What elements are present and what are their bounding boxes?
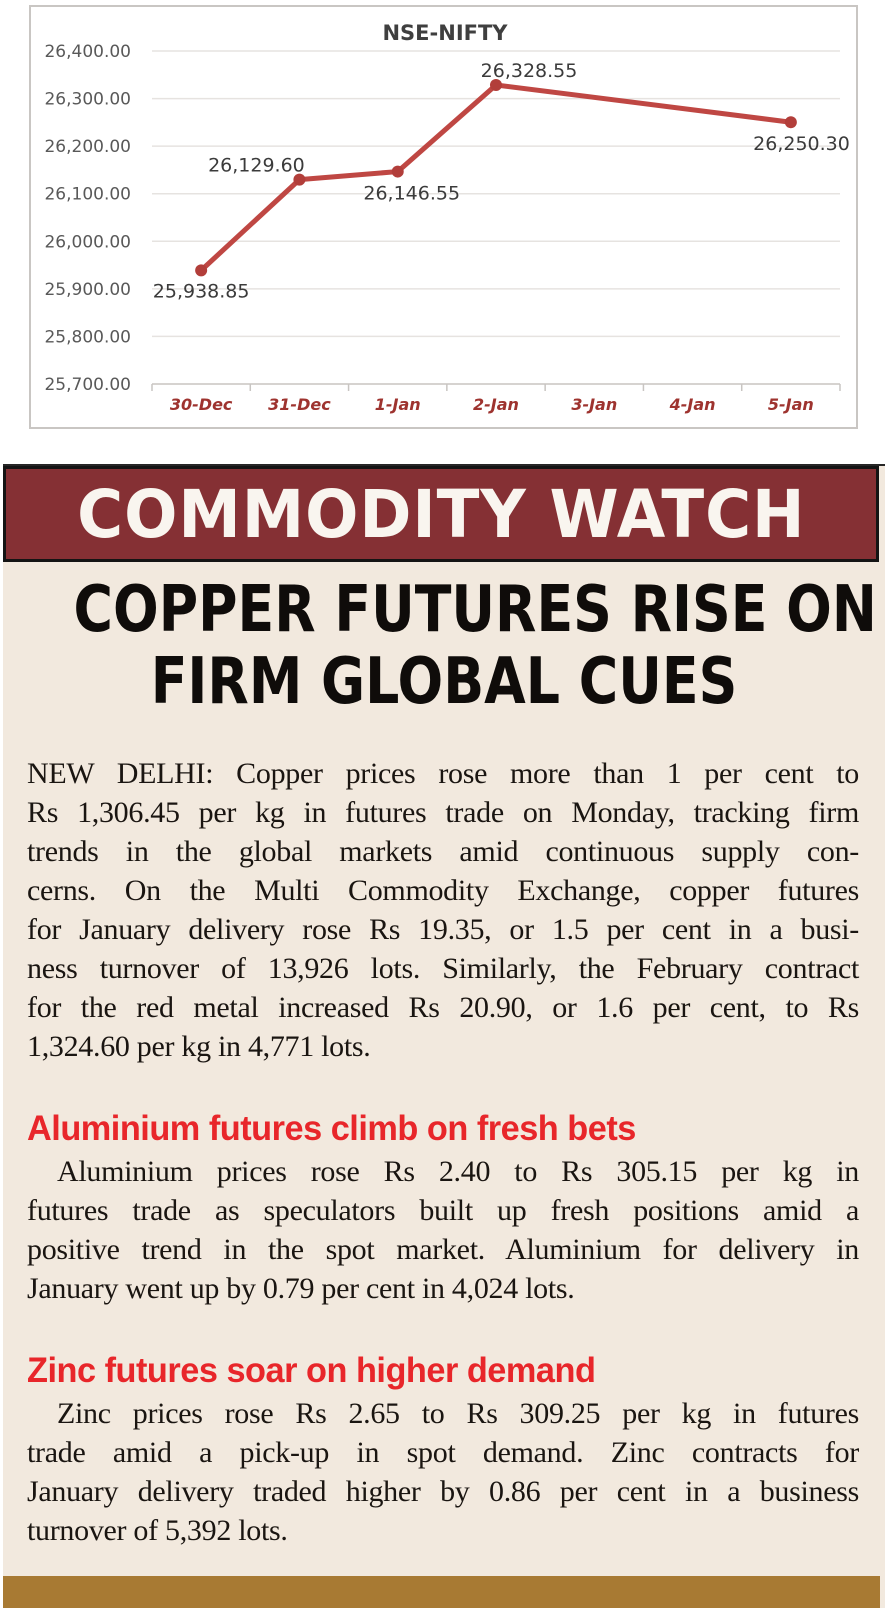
svg-text:26,328.55: 26,328.55 xyxy=(481,60,578,82)
text-line: for the red metal increased Rs 20.90, or… xyxy=(27,991,859,1024)
svg-text:25,800.00: 25,800.00 xyxy=(44,327,131,347)
svg-text:26,100.00: 26,100.00 xyxy=(44,185,131,205)
text-line: Aluminium prices rose Rs 2.40 to Rs 305.… xyxy=(57,1155,859,1188)
text-line: trends in the global markets amid contin… xyxy=(27,835,859,868)
text-line: January delivery traded higher by 0.86 p… xyxy=(27,1475,859,1508)
text-line: turnover of 5,392 lots. xyxy=(27,1514,288,1547)
lead-paragraph: NEW DELHI: Copper prices rose more than … xyxy=(27,754,859,1066)
svg-text:5-Jan: 5-Jan xyxy=(768,395,814,414)
headline-line-2: FIRM GLOBAL CUES xyxy=(150,645,738,719)
text-line: Rs 1,306.45 per kg in futures trade on M… xyxy=(27,796,859,829)
text-line: trade amid a pick-up in spot demand. Zin… xyxy=(27,1436,859,1469)
aluminium-paragraph: Aluminium prices rose Rs 2.40 to Rs 305.… xyxy=(27,1152,859,1308)
article-body: NEW DELHI: Copper prices rose more than … xyxy=(3,754,885,1550)
text-line: for January delivery rose Rs 19.35, or 1… xyxy=(27,913,859,946)
svg-text:26,250.30: 26,250.30 xyxy=(753,133,850,155)
text-line: futures trade as speculators built up fr… xyxy=(27,1194,859,1227)
commodity-watch-clipping: COMMODITY WATCH COPPER FUTURES RISE ON F… xyxy=(3,464,885,1608)
section-banner-title: COMMODITY WATCH xyxy=(76,475,806,553)
svg-text:26,200.00: 26,200.00 xyxy=(44,137,131,157)
article-headline: COPPER FUTURES RISE ON FIRM GLOBAL CUES xyxy=(3,574,885,718)
text-line: January went up by 0.79 per cent in 4,02… xyxy=(27,1272,575,1305)
svg-text:25,700.00: 25,700.00 xyxy=(44,375,131,395)
svg-text:2-Jan: 2-Jan xyxy=(473,395,519,414)
text-line: positive trend in the spot market. Alumi… xyxy=(27,1233,859,1266)
svg-text:4-Jan: 4-Jan xyxy=(669,395,716,414)
aluminium-subhead: Aluminium futures climb on fresh bets xyxy=(27,1109,636,1148)
svg-text:3-Jan: 3-Jan xyxy=(571,395,617,414)
text-line: ness turnover of 13,926 lots. Similarly,… xyxy=(27,952,859,985)
svg-text:31-Dec: 31-Dec xyxy=(268,395,331,414)
nse-nifty-chart: 25,700.00 25,800.00 25,900.00 26,000.00 26,1… xyxy=(44,21,850,414)
svg-text:26,129.60: 26,129.60 xyxy=(208,155,305,177)
svg-text:26,146.55: 26,146.55 xyxy=(363,183,460,205)
svg-text:1-Jan: 1-Jan xyxy=(375,395,421,414)
text-line: cerns. On the Multi Commodity Exchange, … xyxy=(27,874,859,907)
svg-text:26,000.00: 26,000.00 xyxy=(44,232,131,252)
section-banner: COMMODITY WATCH xyxy=(3,466,879,562)
text-line: NEW DELHI: Copper prices rose more than … xyxy=(27,757,859,790)
svg-text:25,900.00: 25,900.00 xyxy=(44,280,131,300)
svg-text:NSE-NIFTY: NSE-NIFTY xyxy=(382,21,508,45)
svg-text:26,400.00: 26,400.00 xyxy=(44,42,131,62)
headline-line-1: COPPER FUTURES RISE ON xyxy=(73,573,877,647)
nifty-chart-card: 25,700.00 25,800.00 25,900.00 26,000.00 26,1… xyxy=(29,5,858,429)
footer-bar xyxy=(3,1576,880,1608)
svg-text:26,300.00: 26,300.00 xyxy=(44,90,131,110)
text-line: 1,324.60 per kg in 4,771 lots. xyxy=(27,1030,371,1063)
zinc-subhead: Zinc futures soar on higher demand xyxy=(27,1351,596,1390)
svg-text:25,938.85: 25,938.85 xyxy=(153,280,250,302)
zinc-paragraph: Zinc prices rose Rs 2.65 to Rs 309.25 pe… xyxy=(27,1394,859,1550)
svg-text:30-Dec: 30-Dec xyxy=(170,395,233,414)
text-line: Zinc prices rose Rs 2.65 to Rs 309.25 pe… xyxy=(57,1397,859,1430)
